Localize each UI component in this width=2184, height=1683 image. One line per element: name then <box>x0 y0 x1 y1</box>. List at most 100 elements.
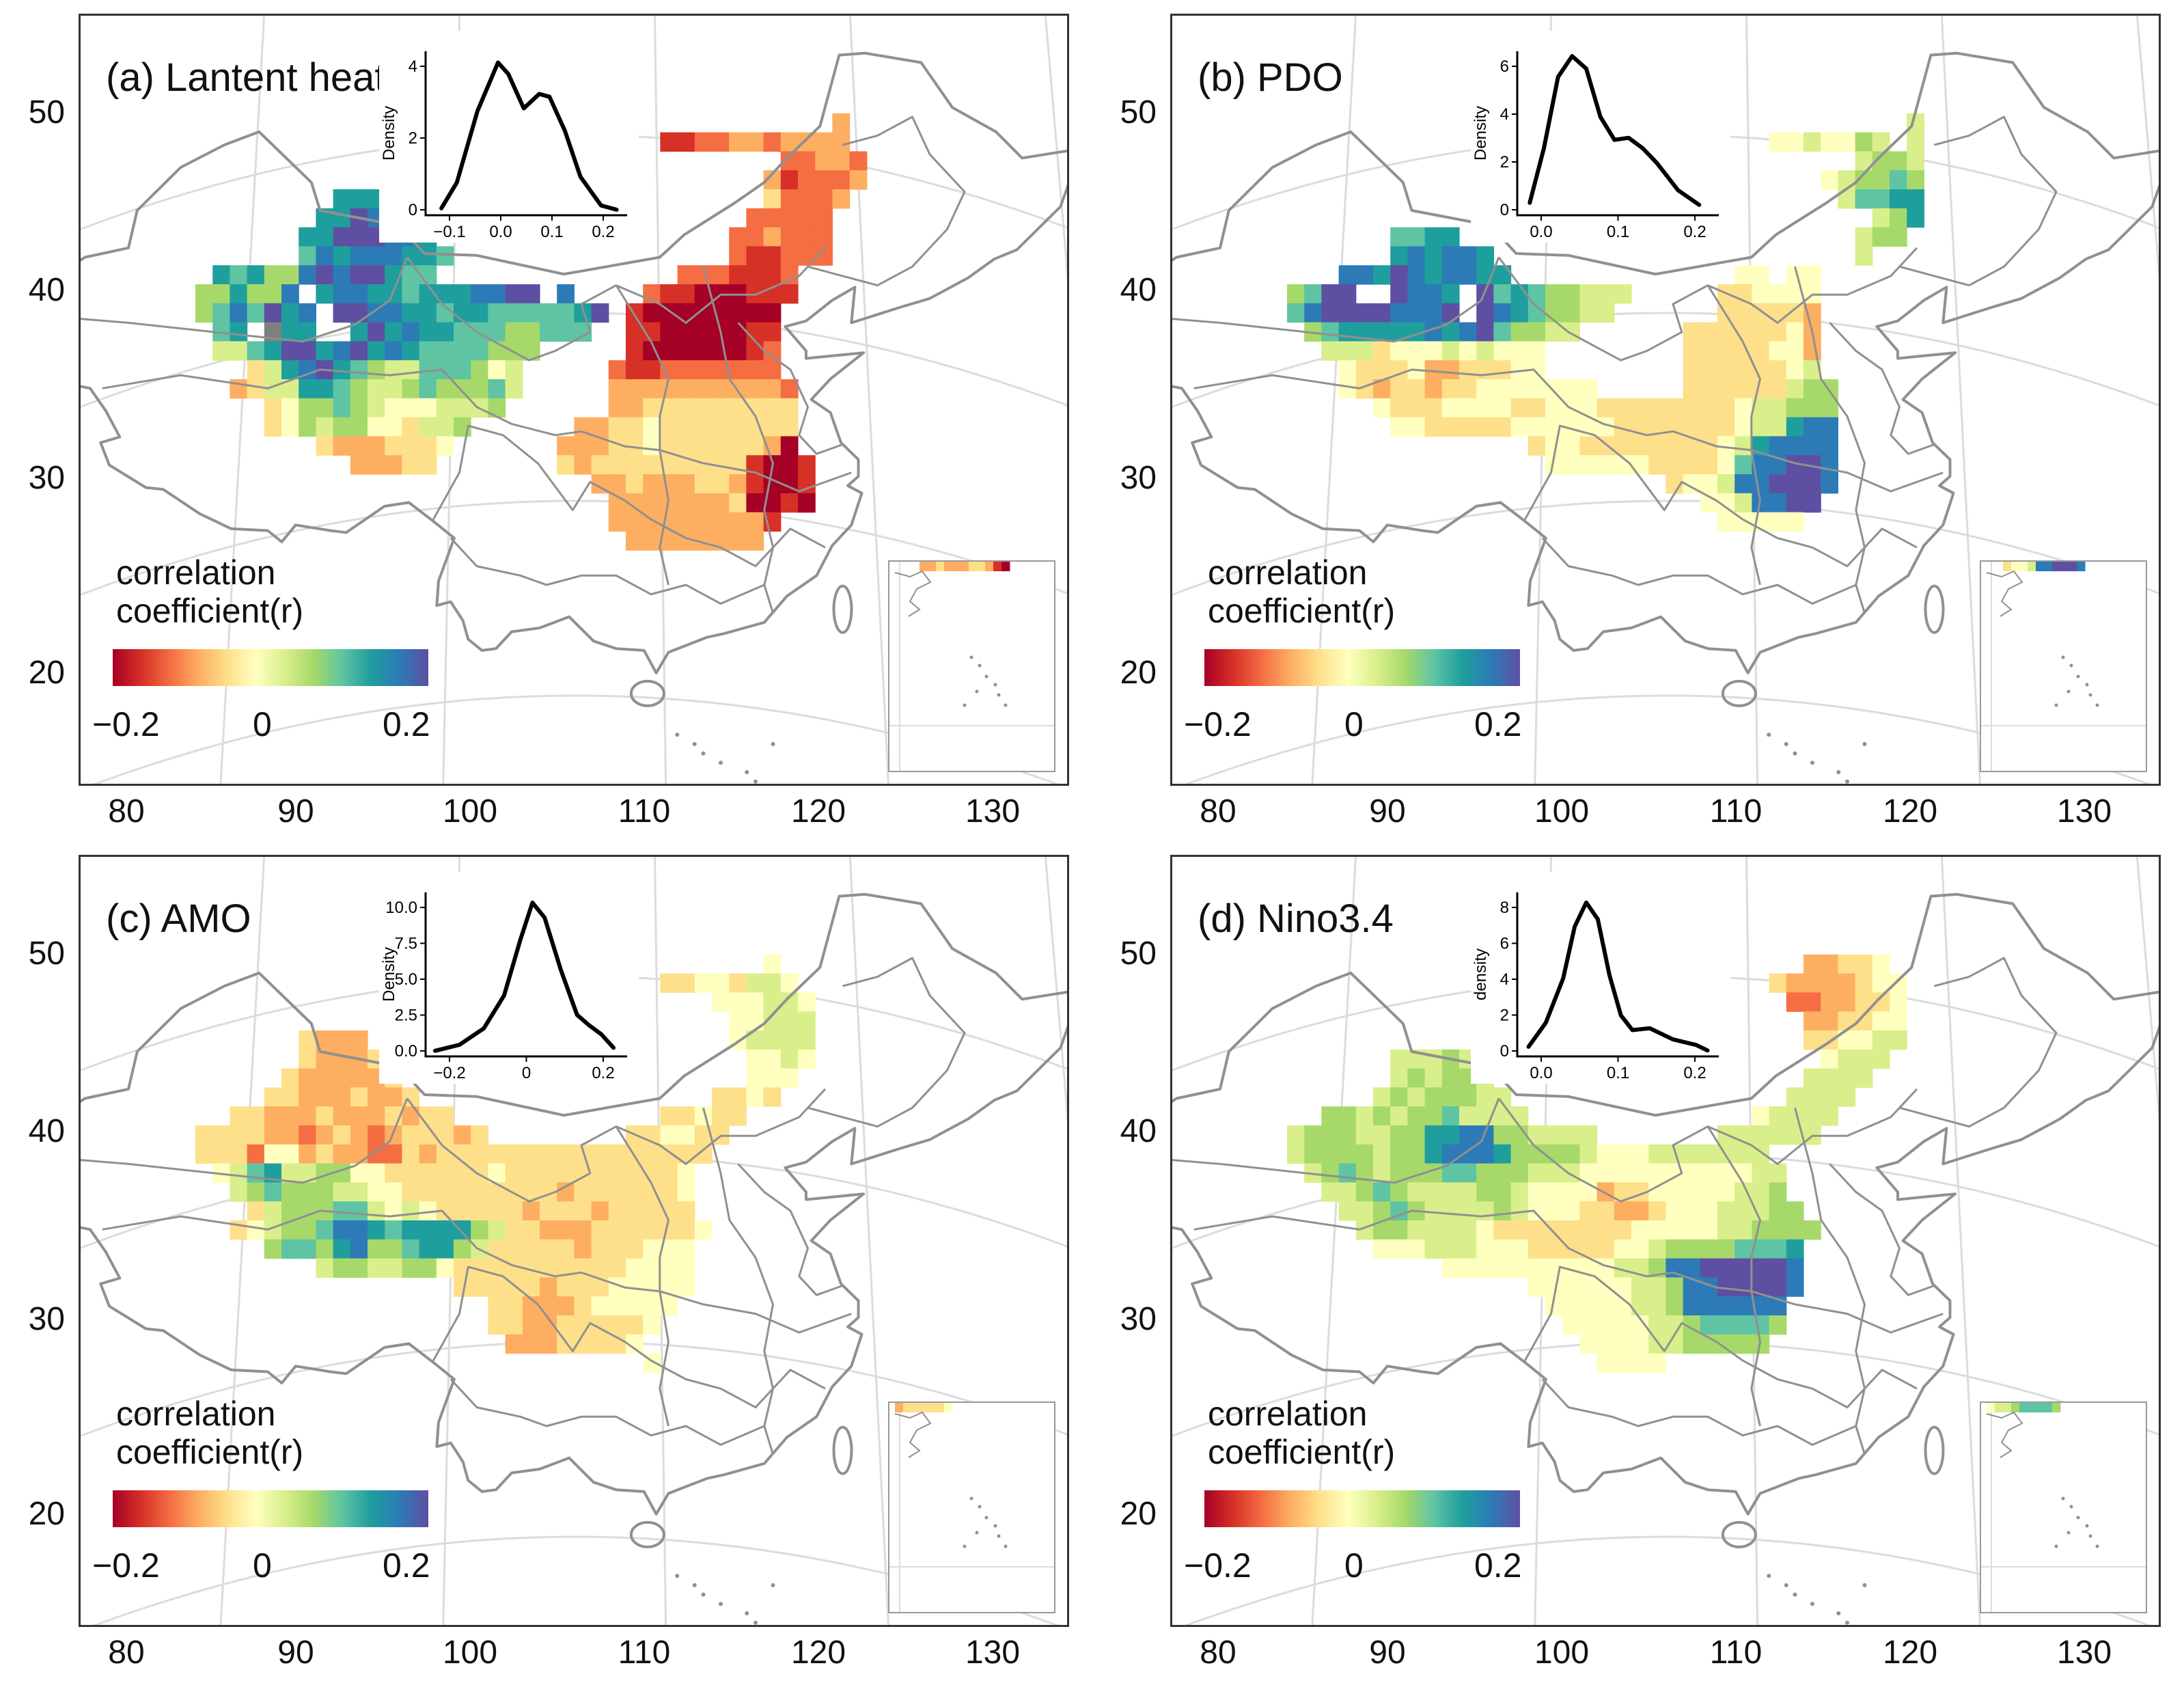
grid-cell <box>591 1334 609 1354</box>
density-xtick-label: −0.2 <box>433 1064 465 1082</box>
grid-cell <box>1390 1239 1408 1259</box>
grid-cell <box>488 379 506 399</box>
grid-cell <box>1614 1315 1632 1335</box>
density-curve <box>1528 54 1702 207</box>
grid-cell <box>626 531 644 551</box>
grid-cell <box>1821 1068 1838 1088</box>
grid-cell <box>1476 1220 1494 1240</box>
grid-cell <box>1493 1106 1512 1126</box>
grid-cell <box>299 341 316 361</box>
grid-cell <box>350 1144 368 1164</box>
lon-label-120: 120 <box>1882 793 1938 830</box>
province-border <box>1899 957 2058 1128</box>
taiwan-outline <box>832 584 853 634</box>
grid-cell <box>316 398 334 418</box>
grid-cell <box>333 1068 351 1088</box>
grid-cell <box>1476 1087 1494 1107</box>
grid-cell <box>316 1106 334 1126</box>
island-dot <box>692 1583 697 1587</box>
grid-cell <box>540 1296 557 1316</box>
grid-cell <box>780 284 799 304</box>
grid-cell <box>1545 379 1563 399</box>
grid-cell <box>1907 189 1924 209</box>
grid-cell <box>660 973 678 993</box>
grid-cell <box>643 493 661 513</box>
grid-cell <box>1459 322 1477 342</box>
grid-cell <box>746 1068 764 1088</box>
grid-cell <box>350 1182 368 1202</box>
grid-cell <box>591 1239 609 1259</box>
map-canvas <box>1172 857 2159 1625</box>
grid-cell <box>1390 1144 1408 1164</box>
grid-cell <box>1510 1163 1529 1183</box>
grid-cell <box>419 265 437 285</box>
grid-cell <box>333 1258 351 1278</box>
inset-cell <box>2028 562 2036 571</box>
inset-island <box>969 1496 973 1501</box>
grid-cell <box>1510 1106 1529 1126</box>
grid-cell <box>780 493 799 513</box>
grid-cell <box>281 1144 299 1164</box>
grid-cell <box>608 1315 626 1335</box>
grid-cell <box>299 227 316 247</box>
grid-cell <box>1752 474 1770 494</box>
inset-island <box>2061 655 2065 659</box>
island-dot <box>1810 1602 1814 1606</box>
grid-cell <box>626 1220 644 1240</box>
grid-cell <box>488 1144 506 1164</box>
grid-cell <box>333 1239 351 1259</box>
grid-cell <box>746 246 764 266</box>
grid-cell <box>505 1201 523 1221</box>
grid-cell <box>1338 1125 1357 1145</box>
grid-cell <box>419 303 437 323</box>
grid-cell <box>1596 1334 1615 1354</box>
island-dot <box>745 770 749 774</box>
lon-label-100: 100 <box>442 793 498 830</box>
grid-cell <box>385 303 402 323</box>
grid-cell <box>626 1201 644 1221</box>
density-ylabel: Density <box>1471 106 1490 161</box>
grid-cell <box>1734 1258 1752 1278</box>
grid-cell <box>1545 1239 1563 1259</box>
grid-cell <box>1338 360 1357 380</box>
grid-cell <box>1441 1144 1460 1164</box>
grid-cell <box>385 417 402 437</box>
inset-coast <box>894 570 932 617</box>
grid-cell <box>1424 1106 1443 1126</box>
lat-label-20: 20 <box>1120 1496 1157 1532</box>
lat-label-20: 20 <box>28 1496 65 1532</box>
grid-cell <box>1734 1315 1752 1335</box>
grid-cell <box>1803 417 1821 437</box>
density-xtick-label: 0.1 <box>540 223 563 241</box>
grid-cell <box>1734 1296 1752 1316</box>
grid-cell <box>316 417 334 437</box>
grid-cell <box>1786 436 1804 456</box>
grid-cell <box>1596 1201 1615 1221</box>
grid-cell <box>1304 284 1322 304</box>
grid-cell <box>1528 417 1546 437</box>
grid-cell <box>746 512 764 532</box>
grid-cell <box>1752 1163 1770 1183</box>
grid-cell <box>1838 1011 1856 1031</box>
grid-cell <box>540 322 557 342</box>
islands <box>1767 733 1867 784</box>
grid-cell <box>1373 1125 1391 1145</box>
grid-cell <box>1579 1182 1598 1202</box>
grid-cell <box>574 1182 592 1202</box>
grid-cell <box>1752 341 1770 361</box>
grid-cell <box>1338 379 1357 399</box>
grid-cell <box>230 284 248 304</box>
grid-cell <box>1373 1239 1391 1259</box>
grid-cell <box>1700 398 1718 418</box>
inset-island <box>2061 1496 2065 1501</box>
grid-cell <box>712 436 730 456</box>
grid-cell <box>1579 284 1598 304</box>
grid-cell <box>660 417 678 437</box>
grid-cell <box>488 360 506 380</box>
grid-cell <box>454 398 471 418</box>
grid-cell <box>264 1182 282 1202</box>
grid-cell <box>1390 1182 1408 1202</box>
grid-cell <box>694 973 713 993</box>
grid-cell <box>247 1182 265 1202</box>
grid-cell <box>1476 1182 1494 1202</box>
